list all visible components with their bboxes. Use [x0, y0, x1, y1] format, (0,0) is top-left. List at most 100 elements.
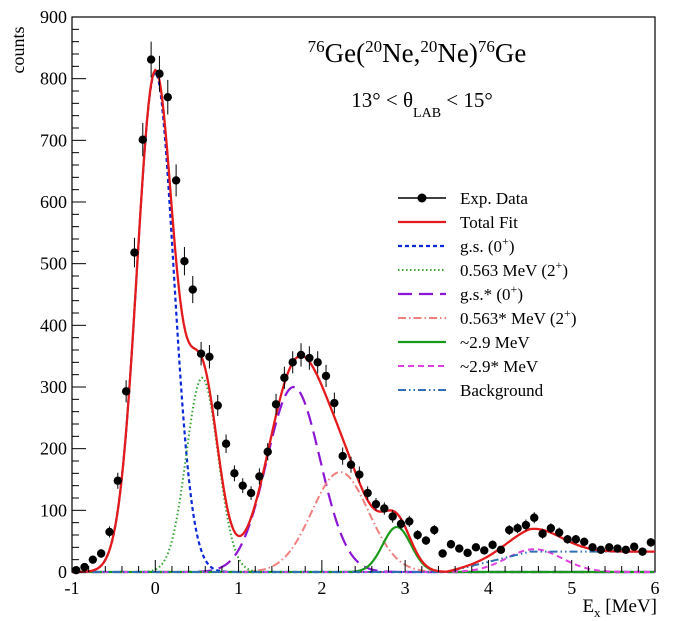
y-axis-title: counts [8, 27, 28, 74]
x-tick-label: 6 [651, 578, 660, 598]
data-point-marker [163, 92, 172, 102]
x-tick-label: 0 [151, 578, 160, 598]
x-axis-title: Ex [MeV] [582, 596, 657, 620]
data-point-marker [363, 488, 372, 498]
data-point [571, 535, 581, 544]
data-point-marker [330, 398, 339, 408]
fit-component-bg [72, 550, 655, 573]
fit-component-gs [72, 70, 655, 574]
data-point-marker [621, 545, 631, 554]
data-point-marker [430, 525, 439, 535]
data-point [530, 512, 539, 524]
data-point [613, 544, 622, 553]
data-point-marker [505, 525, 514, 535]
data-point-marker [288, 358, 297, 367]
fit-component-gss [72, 385, 655, 574]
data-point-marker [604, 543, 614, 552]
data-point-marker [230, 469, 239, 478]
data-point-marker [155, 69, 164, 78]
data-point [196, 341, 206, 366]
data-point-marker [96, 549, 106, 558]
data-point [604, 543, 614, 552]
data-point [138, 123, 147, 157]
data-point [313, 351, 322, 374]
data-point-marker [88, 555, 98, 564]
data-point-marker [446, 540, 456, 549]
data-point [430, 525, 439, 535]
data-point-marker [405, 517, 414, 526]
x-tick-label: 3 [401, 578, 410, 598]
data-point-marker [130, 248, 139, 257]
data-point [180, 247, 189, 276]
data-point [380, 502, 389, 515]
data-point [621, 545, 631, 554]
data-point [388, 510, 397, 523]
data-point [255, 468, 264, 485]
data-point-marker [371, 499, 381, 509]
data-point-marker [205, 352, 214, 361]
data-point-marker [538, 529, 547, 538]
data-point-marker [146, 55, 156, 64]
data-point-marker [121, 387, 131, 396]
data-point [213, 395, 222, 416]
data-point-marker [463, 548, 472, 558]
data-point-marker [421, 536, 431, 545]
data-point [471, 543, 481, 552]
data-point-marker [280, 373, 289, 382]
data-point [346, 456, 356, 473]
data-point-marker [496, 545, 506, 554]
legend: Exp. Data Total Fit g.s. (0+) 0.563 MeV … [398, 189, 577, 400]
data-point-marker [188, 285, 197, 294]
data-point-marker [263, 447, 272, 456]
data-point-marker [471, 543, 481, 552]
data-point [646, 538, 656, 547]
data-point [596, 545, 606, 554]
data-point [446, 539, 456, 549]
data-point-marker [588, 543, 597, 552]
data-point [580, 537, 589, 547]
data-point [263, 443, 272, 461]
data-point [188, 276, 197, 304]
data-point-marker [629, 542, 639, 551]
data-point-marker [563, 535, 572, 544]
legend-label: ~2.9* MeV [460, 357, 539, 376]
data-point-marker [238, 481, 247, 490]
y-tick-label: 200 [40, 439, 67, 459]
data-point-marker [271, 400, 281, 409]
legend-item-gss: g.s.* (0+) [398, 282, 523, 304]
data-point-marker [338, 451, 347, 461]
data-point [438, 549, 447, 558]
data-point [338, 447, 347, 465]
x-tick-label: 1 [234, 578, 243, 598]
data-point-marker [396, 519, 406, 529]
chart-title: 76Ge(20Ne,20Ne)76Ge [308, 37, 527, 68]
data-point [221, 434, 231, 453]
data-point [588, 543, 597, 552]
data-point-marker [438, 549, 447, 558]
data-point-marker [113, 476, 123, 485]
data-point [563, 535, 572, 544]
data-point [163, 79, 172, 115]
data-point [505, 525, 514, 535]
data-point [405, 515, 414, 527]
data-point [113, 472, 123, 489]
data-point [371, 498, 381, 511]
data-point [629, 542, 639, 551]
data-point-marker [571, 535, 581, 544]
data-point [280, 366, 289, 389]
data-point [88, 555, 98, 564]
fit-component-e29 [72, 525, 655, 574]
data-point [246, 486, 256, 500]
data-point [121, 380, 131, 403]
legend-label: ~2.9 MeV [460, 333, 530, 352]
legend-label: g.s.* (0+) [460, 282, 523, 304]
total-fit-line [72, 68, 655, 574]
legend-label: Exp. Data [460, 189, 528, 208]
data-point [238, 478, 247, 494]
x-tick-label: 5 [567, 578, 576, 598]
legend-item-e563s: 0.563* MeV (2+) [398, 306, 577, 328]
data-point-marker [455, 544, 464, 553]
data-point-marker [388, 512, 397, 521]
legend-item-e29s: ~2.9* MeV [398, 357, 539, 376]
